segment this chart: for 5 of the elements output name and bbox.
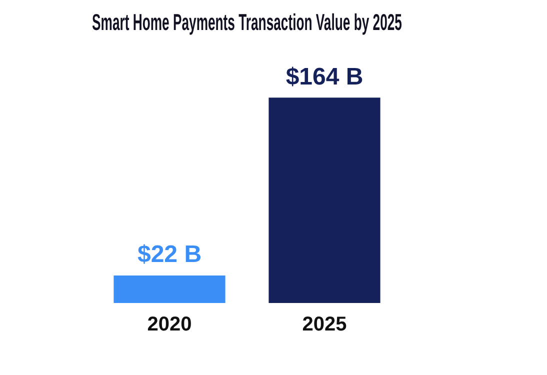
data-label: $164 B — [286, 63, 364, 90]
x-tick-label: 2025 — [302, 314, 347, 336]
x-tick-label: 2020 — [147, 314, 192, 336]
data-label: $22 B — [137, 241, 202, 268]
chart-title: Smart Home Payments Transaction Value by 2025 — [92, 9, 402, 36]
